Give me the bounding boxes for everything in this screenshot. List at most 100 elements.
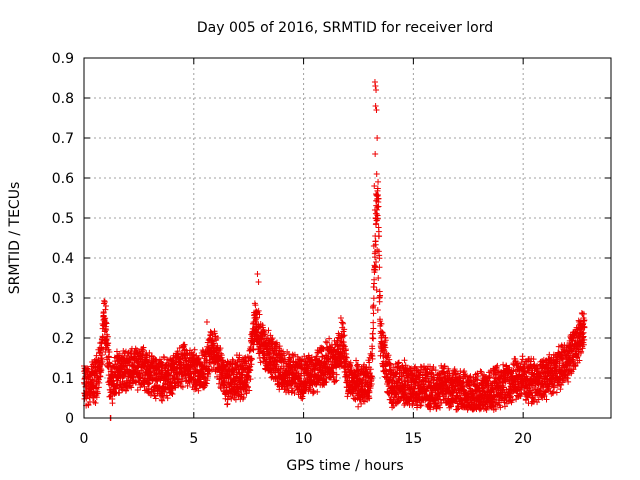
- data-point: [570, 366, 577, 373]
- y-tick-label: 0: [65, 411, 74, 427]
- data-point: [265, 327, 272, 334]
- data-point: [374, 307, 381, 313]
- data-point: [190, 351, 197, 358]
- data-point: [543, 373, 550, 380]
- data-point: [324, 339, 331, 346]
- x-tick-label: 0: [80, 431, 89, 447]
- data-point: [255, 307, 262, 314]
- data-point: [478, 368, 485, 375]
- data-point: [513, 396, 520, 403]
- data-point: [369, 355, 376, 362]
- data-point: [245, 384, 252, 391]
- data-point: [413, 366, 420, 373]
- data-point: [418, 399, 425, 406]
- data-point: [99, 358, 106, 365]
- data-point: [297, 357, 304, 364]
- data-point: [393, 370, 400, 377]
- data-point: [580, 315, 587, 321]
- data-point: [497, 404, 504, 411]
- data-point: [291, 389, 298, 396]
- data-point: [295, 374, 302, 381]
- data-point: [576, 357, 583, 364]
- data-point: [546, 385, 553, 392]
- data-point: [249, 345, 256, 352]
- data-point: [340, 333, 347, 340]
- data-point: [369, 303, 376, 310]
- data-point: [103, 327, 110, 334]
- data-point: [339, 319, 346, 326]
- data-point: [344, 393, 351, 400]
- data-point: [358, 400, 365, 407]
- data-point: [353, 357, 360, 364]
- data-point: [382, 337, 389, 344]
- data-point: [375, 195, 382, 202]
- data-point: [323, 352, 330, 359]
- data-point: [372, 215, 379, 221]
- data-point: [343, 354, 350, 361]
- data-point: [486, 373, 493, 380]
- data-point: [114, 353, 120, 360]
- data-point: [371, 207, 378, 213]
- data-point: [341, 343, 348, 350]
- data-point: [551, 384, 558, 391]
- data-point: [494, 362, 501, 369]
- x-axis-label: GPS time / hours: [286, 458, 403, 474]
- data-point: [373, 259, 380, 265]
- data-point: [109, 368, 116, 375]
- data-point: [341, 326, 348, 333]
- data-point: [461, 368, 468, 375]
- data-point: [369, 345, 376, 352]
- data-point: [373, 220, 380, 227]
- data-point: [354, 361, 361, 368]
- data-point: [203, 380, 210, 387]
- data-point: [435, 371, 442, 378]
- data-point: [430, 404, 437, 411]
- data-point: [401, 357, 408, 364]
- data-point: [393, 390, 400, 397]
- x-tick-label: 20: [514, 431, 532, 447]
- data-point: [101, 297, 108, 304]
- data-point: [370, 295, 377, 302]
- data-point: [153, 357, 160, 364]
- data-point: [96, 379, 103, 386]
- data-point: [402, 362, 409, 369]
- data-point: [93, 352, 100, 359]
- data-point: [368, 373, 375, 380]
- data-point: [535, 396, 542, 403]
- data-point: [240, 394, 247, 401]
- data-point: [402, 387, 409, 394]
- data-point: [341, 332, 348, 339]
- data-point: [105, 340, 112, 347]
- data-point: [372, 103, 379, 109]
- data-point: [371, 280, 378, 287]
- data-point: [254, 314, 261, 321]
- data-point: [279, 355, 286, 362]
- data-point: [483, 406, 490, 413]
- data-point: [375, 203, 382, 210]
- data-point: [236, 352, 243, 359]
- data-point: [396, 379, 403, 386]
- data-point: [288, 385, 295, 392]
- data-point: [434, 386, 441, 393]
- data-point: [578, 348, 585, 355]
- data-point: [252, 302, 259, 309]
- data-point: [184, 382, 191, 389]
- data-point: [368, 380, 375, 387]
- data-point: [372, 83, 379, 89]
- data-point: [214, 335, 221, 342]
- data-point: [376, 264, 383, 271]
- data-point: [152, 395, 159, 402]
- y-tick-label: 0.8: [52, 91, 74, 107]
- data-point: [97, 373, 104, 380]
- x-tick-label: 5: [189, 431, 198, 447]
- data-point: [432, 367, 439, 374]
- data-point: [372, 151, 379, 157]
- data-point: [98, 367, 105, 374]
- data-point: [152, 371, 159, 378]
- data-point: [298, 394, 305, 401]
- data-point: [541, 388, 548, 395]
- data-point: [242, 389, 249, 396]
- data-point: [315, 349, 322, 356]
- data-point: [160, 393, 167, 400]
- y-tick-label: 0.9: [52, 51, 74, 67]
